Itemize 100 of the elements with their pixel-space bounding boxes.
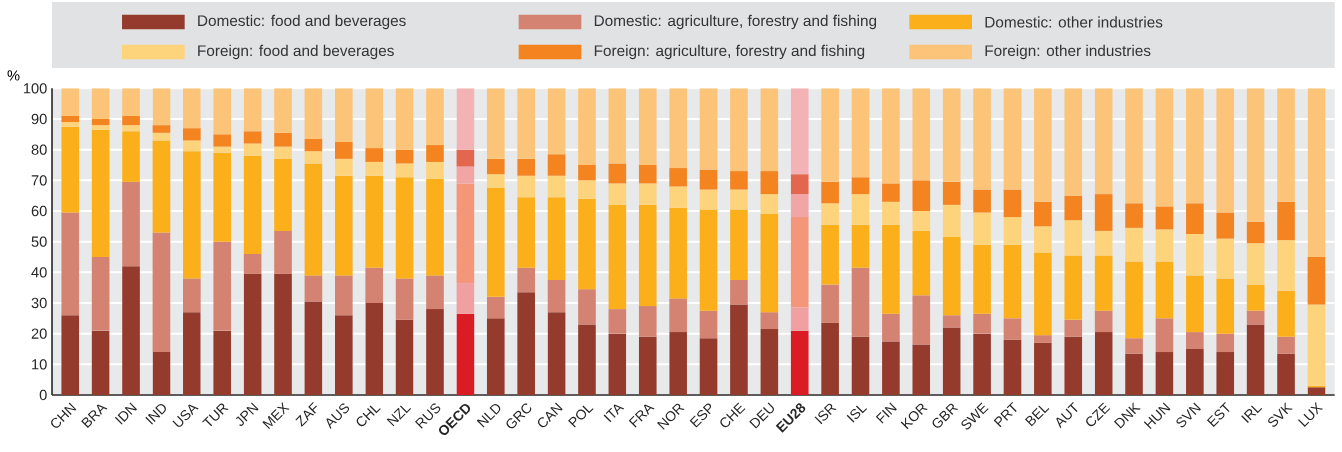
- bar: [1003, 217, 1022, 245]
- legend-label: Foreign: other industries: [985, 44, 1151, 60]
- bar: [608, 333, 627, 395]
- bar: [547, 154, 566, 176]
- legend-label: Domestic: food and beverages: [198, 14, 406, 30]
- bar: [456, 313, 475, 395]
- bar: [730, 88, 748, 172]
- x-tick-label: BEL: [1025, 405, 1050, 427]
- bar: [1246, 310, 1265, 325]
- bar: [1155, 206, 1174, 230]
- y-tick-label: 60: [31, 205, 47, 217]
- bar: [1155, 352, 1174, 395]
- bar: [517, 197, 535, 268]
- bar: [1216, 88, 1235, 213]
- y-tick-label: 30: [31, 297, 47, 309]
- bar: [547, 279, 566, 313]
- bar: [699, 338, 718, 395]
- bar: [213, 146, 232, 153]
- bar: [1125, 353, 1143, 395]
- bar: [973, 189, 991, 213]
- bar: [243, 88, 262, 132]
- bar: [1125, 227, 1143, 262]
- bar: [61, 212, 80, 316]
- x-tick-label: FIN: [875, 402, 897, 424]
- bar: [365, 175, 384, 268]
- legend-label: Foreign: food and beverages: [198, 44, 394, 60]
- bar: [608, 309, 627, 334]
- bar: [517, 175, 535, 198]
- bar: [517, 88, 535, 159]
- bar: [547, 175, 566, 198]
- bar: [365, 267, 384, 303]
- bar: [426, 88, 444, 146]
- bar: [426, 309, 444, 395]
- bar: [1034, 88, 1052, 202]
- bar: [122, 181, 140, 267]
- bar: [183, 278, 201, 313]
- bar: [1277, 240, 1295, 291]
- x-tick-label: CHL: [356, 405, 381, 427]
- bar: [1186, 203, 1204, 234]
- bar: [274, 230, 292, 274]
- bar: [1003, 318, 1022, 340]
- bar: [1094, 194, 1113, 231]
- bar: [790, 217, 809, 308]
- bar: [760, 329, 779, 395]
- bar: [790, 330, 809, 395]
- x-tick-label: IDN: [114, 402, 138, 425]
- bar: [1246, 243, 1265, 285]
- bar: [638, 204, 657, 307]
- bar: [213, 330, 232, 395]
- bar: [1186, 348, 1204, 395]
- bar: [304, 138, 323, 152]
- bar: [486, 187, 505, 297]
- bar: [1125, 203, 1143, 228]
- bar: [1155, 229, 1174, 262]
- bar: [1155, 261, 1174, 319]
- bar: [882, 201, 900, 225]
- bar: [91, 125, 110, 130]
- bar: [760, 214, 779, 313]
- bar: [456, 149, 475, 167]
- bar: [851, 267, 870, 337]
- y-tick-label: 80: [31, 144, 47, 155]
- bar: [213, 88, 232, 135]
- bar: [760, 171, 779, 195]
- bar: [1003, 244, 1022, 319]
- x-tick-label: ISL: [846, 405, 868, 423]
- bar: [851, 177, 870, 195]
- bar: [608, 163, 627, 184]
- bar: [942, 204, 961, 238]
- bar: [730, 304, 748, 395]
- bar: [1064, 195, 1083, 221]
- legend-label: Domestic: other industries: [985, 16, 1163, 28]
- bar: [638, 164, 657, 184]
- bar: [426, 275, 444, 310]
- bar: [669, 168, 687, 187]
- bar: [578, 198, 596, 290]
- bar: [1064, 220, 1083, 256]
- bar: [1246, 324, 1265, 395]
- bar: [243, 143, 262, 156]
- bar: [760, 88, 779, 172]
- bar: [882, 88, 900, 184]
- bar: [1186, 233, 1204, 276]
- bar: [91, 256, 110, 331]
- bar: [1125, 261, 1143, 339]
- bar: [1094, 310, 1113, 333]
- bar: [1003, 189, 1022, 218]
- bar: [1034, 201, 1052, 227]
- bar: [1307, 88, 1326, 257]
- bar: [1064, 255, 1083, 320]
- bar: [547, 197, 566, 280]
- legend-label: Domestic: agriculture, forestry and fishing: [594, 14, 877, 30]
- y-tick-label: 20: [31, 328, 47, 339]
- bar: [1216, 278, 1235, 334]
- bar: [1064, 319, 1083, 337]
- x-tick-label: POL: [568, 405, 594, 428]
- bar: [274, 88, 292, 133]
- bar: [1003, 339, 1022, 395]
- bar: [1216, 238, 1235, 279]
- bar: [942, 181, 961, 205]
- y-tick-label: 0: [39, 389, 47, 401]
- bar: [1034, 252, 1052, 336]
